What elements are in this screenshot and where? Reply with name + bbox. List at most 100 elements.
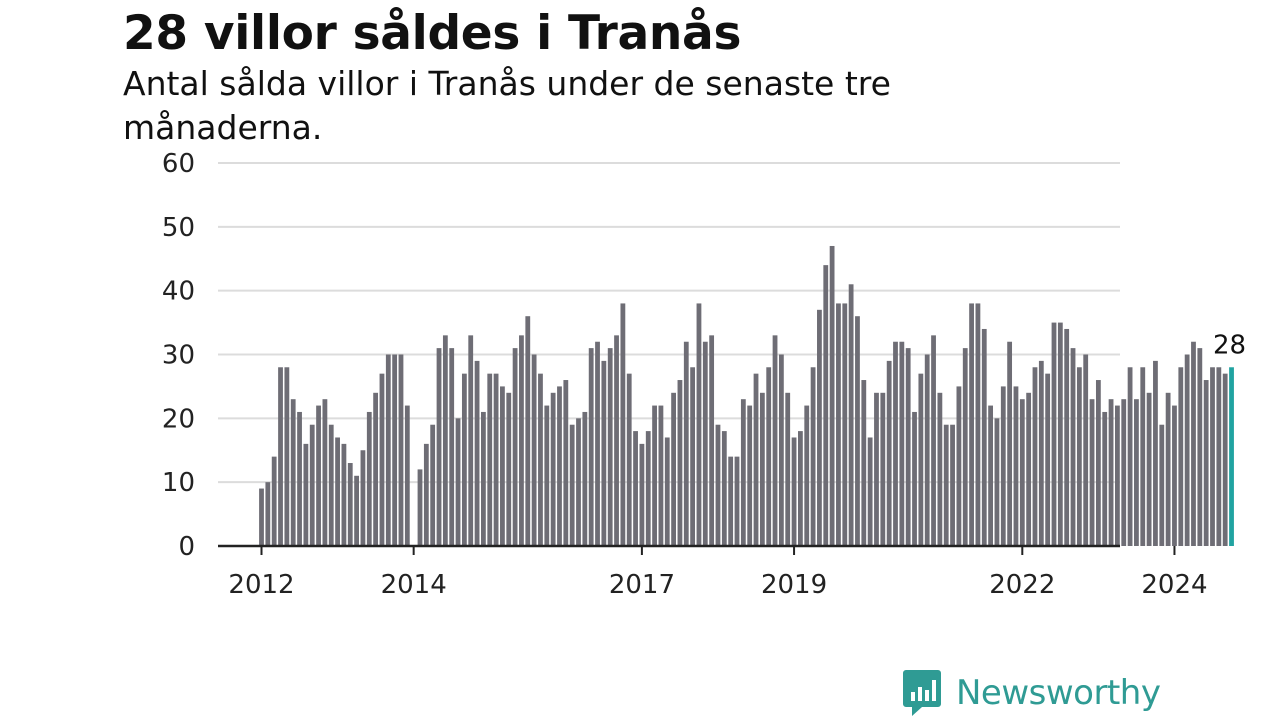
bar <box>1178 367 1184 546</box>
bar <box>1159 424 1165 546</box>
bar <box>715 424 721 546</box>
bar <box>1000 386 1006 546</box>
bar <box>962 348 968 546</box>
bar <box>607 348 613 546</box>
bar <box>1127 367 1133 546</box>
bar <box>442 335 448 546</box>
bar <box>563 380 569 546</box>
bar <box>1089 399 1095 546</box>
bar <box>842 303 848 546</box>
bar <box>950 424 955 546</box>
bar <box>557 386 562 546</box>
last-value-label: 28 <box>1213 330 1246 360</box>
bar <box>398 354 404 546</box>
newsworthy-logo: Newsworthy <box>902 668 1161 718</box>
x-tick-label: 2014 <box>381 570 447 600</box>
bar <box>683 341 689 546</box>
bar <box>1146 392 1152 546</box>
bar <box>633 431 638 546</box>
bar <box>956 386 962 546</box>
bar <box>829 245 835 546</box>
y-tick-label: 0 <box>178 532 195 562</box>
bar-chart-speech-bubble-icon <box>903 670 941 716</box>
bar <box>880 392 886 546</box>
bar <box>810 367 816 546</box>
bar <box>481 411 486 546</box>
bar <box>1210 367 1215 546</box>
bar <box>569 424 575 546</box>
bar <box>538 373 543 546</box>
bar <box>449 348 455 546</box>
bar <box>677 380 683 546</box>
y-tick-label: 60 <box>162 149 195 179</box>
bar <box>740 399 746 546</box>
bar <box>493 373 499 546</box>
bar <box>417 469 423 546</box>
brand-name: Newsworthy <box>956 673 1161 713</box>
bar <box>721 431 727 546</box>
bar <box>297 411 302 546</box>
bar <box>848 284 854 546</box>
bar-latest <box>1229 367 1234 546</box>
bar <box>855 316 860 546</box>
bar <box>798 431 803 546</box>
x-axis-ticks: 2012 2014 2017 2019 2022 2024 <box>228 546 1208 600</box>
y-tick-label: 40 <box>162 277 195 307</box>
bar <box>766 367 772 546</box>
bar <box>772 335 778 546</box>
bar <box>455 418 461 546</box>
bar <box>271 456 277 546</box>
bar <box>284 367 290 546</box>
bar <box>671 392 676 546</box>
bar <box>867 437 873 546</box>
bar <box>1134 399 1139 546</box>
bar <box>905 348 911 546</box>
chart-title: 28 villor såldes i Tranås <box>123 6 742 61</box>
bar <box>404 405 410 546</box>
bar <box>664 437 670 546</box>
bar <box>639 443 645 546</box>
bar <box>918 373 924 546</box>
bar <box>753 373 759 546</box>
bar <box>817 309 822 546</box>
bar <box>360 450 366 546</box>
bar <box>1007 341 1013 546</box>
bar <box>316 405 321 546</box>
bar <box>1184 354 1190 546</box>
bar <box>544 405 550 546</box>
bar <box>1121 399 1127 546</box>
bar <box>702 341 708 546</box>
y-tick-label: 20 <box>162 404 195 434</box>
bar <box>582 411 588 546</box>
bar <box>303 443 309 546</box>
bar <box>550 392 556 546</box>
bar <box>1216 367 1222 546</box>
bar <box>1045 373 1051 546</box>
bar <box>994 418 1000 546</box>
bar <box>912 411 917 546</box>
bar <box>259 488 264 546</box>
bar <box>924 354 930 546</box>
bar <box>791 437 797 546</box>
bar <box>709 335 715 546</box>
bar <box>341 443 347 546</box>
bar <box>1140 367 1146 546</box>
bar <box>759 392 765 546</box>
bar <box>893 341 898 546</box>
y-tick-label: 10 <box>162 468 195 498</box>
bar <box>335 437 340 546</box>
bar <box>728 456 734 546</box>
bar <box>1070 348 1076 546</box>
bar <box>1095 380 1101 546</box>
bar <box>836 303 841 546</box>
y-tick-label: 50 <box>162 213 195 243</box>
bar <box>1032 367 1038 546</box>
bar <box>1102 411 1108 546</box>
x-tick-label: 2017 <box>609 570 675 600</box>
bar <box>874 392 879 546</box>
bar <box>373 392 379 546</box>
bar <box>347 463 353 546</box>
y-axis-ticks: 0 10 20 30 40 50 60 <box>162 149 195 562</box>
bar <box>981 328 987 546</box>
bar <box>690 367 696 546</box>
